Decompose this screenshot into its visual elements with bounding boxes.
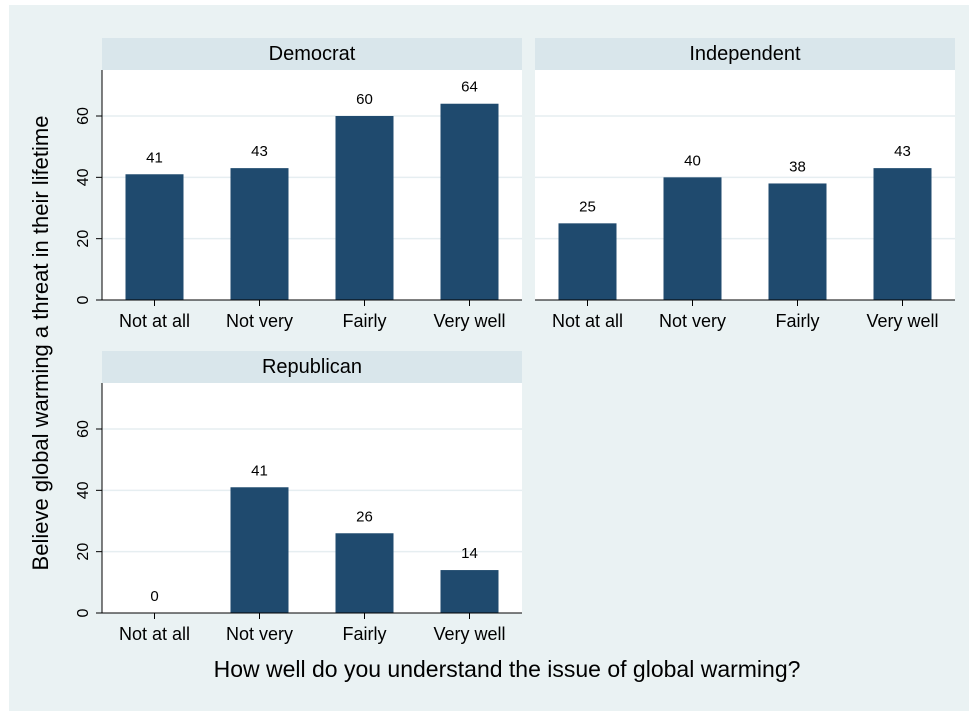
x-tick-label: Very well [866, 311, 938, 331]
bar [335, 533, 394, 613]
x-tick-label: Fairly [343, 311, 387, 331]
y-tick-label: 40 [75, 168, 92, 186]
data-label: 26 [356, 508, 373, 525]
x-tick-label: Fairly [776, 311, 820, 331]
data-label: 14 [461, 545, 478, 562]
bar [558, 223, 617, 300]
y-tick-label: 0 [75, 608, 92, 617]
x-tick-label: Not very [226, 311, 293, 331]
data-label: 60 [356, 91, 373, 108]
x-tick-label: Not at all [552, 311, 623, 331]
y-tick-label: 20 [75, 543, 92, 561]
data-label: 0 [150, 588, 158, 605]
y-tick-label: 40 [75, 481, 92, 499]
panel-title: Republican [262, 356, 362, 378]
y-tick-label: 0 [75, 295, 92, 304]
bar [440, 103, 499, 300]
bar [125, 174, 184, 300]
data-label: 43 [894, 143, 911, 160]
data-label: 64 [461, 79, 478, 96]
y-axis-title: Believe global warming a threat in their… [28, 116, 53, 571]
x-tick-label: Very well [433, 624, 505, 644]
x-tick-label: Fairly [343, 624, 387, 644]
panel-header [535, 38, 955, 70]
panel-header [102, 38, 522, 70]
bar [873, 168, 932, 300]
panel-title: Independent [689, 43, 801, 65]
x-axis-title: How well do you understand the issue of … [214, 656, 801, 682]
bar [230, 487, 289, 613]
x-tick-label: Not very [226, 624, 293, 644]
data-label: 43 [251, 143, 268, 160]
bar [440, 570, 499, 613]
panel-header [102, 351, 522, 383]
data-label: 25 [579, 198, 596, 215]
x-tick-label: Not at all [119, 311, 190, 331]
panel-title: Democrat [269, 43, 356, 65]
data-label: 40 [684, 152, 701, 169]
x-tick-label: Not very [659, 311, 726, 331]
y-tick-label: 20 [75, 230, 92, 248]
bar [663, 177, 722, 300]
data-label: 41 [251, 462, 268, 479]
data-label: 38 [789, 158, 806, 175]
bar [768, 183, 827, 300]
data-label: 41 [146, 149, 163, 166]
y-tick-label: 60 [75, 420, 92, 438]
x-tick-label: Very well [433, 311, 505, 331]
bar [335, 116, 394, 300]
bar [230, 168, 289, 300]
y-tick-label: 60 [75, 107, 92, 125]
x-tick-label: Not at all [119, 624, 190, 644]
